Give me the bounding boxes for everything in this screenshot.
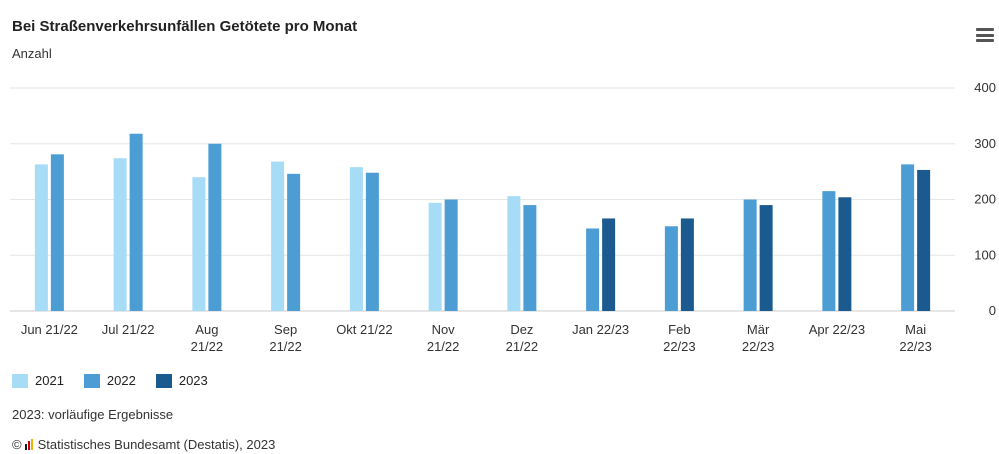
legend-item-2022[interactable]: 2022 — [84, 373, 136, 388]
x-tick-label: Dez 21/22 — [506, 322, 539, 354]
y-tick-label: 300 — [974, 136, 996, 151]
legend: 2021 2022 2023 — [12, 373, 208, 388]
x-tick-label: Jan 22/23 — [572, 322, 629, 337]
bar-2023-10 — [838, 197, 851, 311]
legend-label-2021: 2021 — [35, 373, 64, 388]
x-tick-label: Aug 21/22 — [191, 322, 224, 354]
bar-2021-3 — [271, 162, 284, 311]
x-tick-label: Mai 22/23 — [899, 322, 932, 354]
bar-2021-4 — [350, 167, 363, 311]
legend-item-2023[interactable]: 2023 — [156, 373, 208, 388]
x-tick-label: Apr 22/23 — [809, 322, 865, 337]
destatis-logo-icon — [25, 439, 33, 450]
x-tick-label: Jun 21/22 — [21, 322, 78, 337]
bar-2022-1 — [130, 134, 143, 311]
legend-swatch-2022 — [84, 374, 100, 388]
bar-2022-7 — [586, 228, 599, 311]
bar-2022-9 — [744, 200, 757, 312]
y-tick-label: 100 — [974, 247, 996, 262]
bar-2023-9 — [760, 205, 773, 311]
legend-label-2023: 2023 — [179, 373, 208, 388]
y-tick-label: 200 — [974, 192, 996, 207]
bar-2022-11 — [901, 164, 914, 311]
copyright-symbol: © — [12, 437, 22, 452]
bar-2022-4 — [366, 173, 379, 311]
bar-2022-3 — [287, 174, 300, 311]
legend-swatch-2023 — [156, 374, 172, 388]
bar-2022-2 — [208, 144, 221, 311]
bar-chart: 0 100 200 300 400 Jun 21/22 Jul 21/22 Aug 21/22 S… — [0, 0, 999, 370]
bar-2022-6 — [523, 205, 536, 311]
bar-2021-2 — [192, 177, 205, 311]
bar-2023-8 — [681, 218, 694, 311]
x-tick-label: Sep 21/22 — [269, 322, 302, 354]
legend-swatch-2021 — [12, 374, 28, 388]
x-tick-label: Feb 22/23 — [663, 322, 696, 354]
source-text: Statistisches Bundesamt (Destatis), 2023 — [38, 437, 276, 452]
bar-2021-5 — [429, 203, 442, 311]
bar-2021-6 — [507, 196, 520, 311]
y-tick-label: 0 — [989, 303, 996, 318]
bar-2023-7 — [602, 218, 615, 311]
x-tick-label: Jul 21/22 — [102, 322, 155, 337]
bar-2022-5 — [445, 200, 458, 312]
bar-2023-11 — [917, 170, 930, 311]
source-credit: © Statistisches Bundesamt (Destatis), 20… — [12, 437, 275, 452]
bar-2021-0 — [35, 164, 48, 311]
bar-2021-1 — [114, 158, 127, 311]
legend-label-2022: 2022 — [107, 373, 136, 388]
footnote: 2023: vorläufige Ergebnisse — [12, 407, 173, 422]
legend-item-2021[interactable]: 2021 — [12, 373, 64, 388]
y-tick-label: 400 — [974, 80, 996, 95]
bar-2022-10 — [822, 191, 835, 311]
x-tick-label: Mär 22/23 — [742, 322, 775, 354]
bar-2022-0 — [51, 154, 64, 311]
bar-2022-8 — [665, 226, 678, 311]
x-tick-label: Nov 21/22 — [427, 322, 460, 354]
x-tick-label: Okt 21/22 — [336, 322, 392, 337]
